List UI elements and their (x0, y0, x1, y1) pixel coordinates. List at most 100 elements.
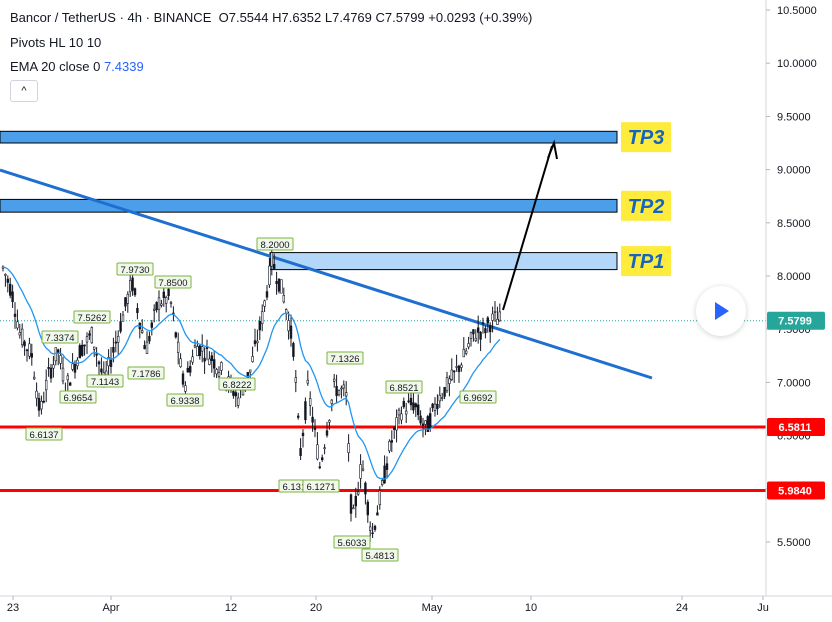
support-price-tag-bg (767, 481, 825, 500)
candle-body (203, 357, 206, 362)
candle-body (354, 496, 357, 507)
candle-body (409, 397, 413, 406)
ema-line[interactable] (2, 266, 501, 480)
candle-body (296, 415, 300, 418)
candle-body (150, 322, 153, 328)
trendline-layer (0, 168, 653, 380)
candle-body (258, 320, 261, 331)
candle-body (107, 356, 110, 367)
candle-body (16, 321, 19, 329)
candle-body (472, 329, 475, 335)
price-axis-bg (766, 0, 832, 622)
candle-body (121, 314, 125, 322)
candle-body (496, 318, 499, 325)
symbol-name[interactable]: Bancor / TetherUS (10, 10, 116, 25)
support-price-tag: 5.9840 (778, 486, 812, 498)
candle-body (294, 377, 297, 383)
candle-body (40, 401, 43, 410)
candle-body (136, 307, 139, 314)
arrow-head-icon (547, 139, 558, 160)
candle-body (191, 356, 194, 363)
descending-trendline[interactable] (0, 168, 653, 380)
pivots-indicator-label[interactable]: Pivots HL 10 10 (10, 35, 101, 50)
candle-body (335, 386, 338, 396)
replay-button[interactable] (696, 286, 746, 336)
candle-body (32, 376, 36, 380)
candle-body (71, 363, 74, 370)
candle-body (388, 441, 391, 452)
symbol-header: Bancor / TetherUS · 4h · BINANCE O7.5544… (10, 10, 533, 25)
candle-body (464, 350, 468, 354)
target-band-tp3[interactable] (0, 130, 618, 144)
candle-body (479, 332, 482, 340)
target-band-tp2[interactable] (0, 198, 618, 213)
current-price-tag: 7.5799 (778, 316, 812, 328)
pivot-label: 7.1143 (91, 377, 119, 388)
candle-body (332, 378, 336, 382)
candle-body (42, 400, 46, 403)
candle-body (155, 302, 158, 311)
candle-body (452, 370, 456, 373)
target-label-bg (621, 122, 671, 153)
time-tick-label: 24 (676, 602, 688, 614)
candle-body (131, 277, 134, 291)
candle-body (186, 367, 189, 373)
candle-body (424, 420, 427, 425)
candle-body (412, 402, 415, 411)
candle-body (160, 303, 163, 306)
pivot-label: 6.1316 (282, 482, 311, 493)
target-label: TP1 (628, 251, 665, 273)
candle-body (112, 347, 115, 353)
candle-body (179, 358, 182, 368)
candle-body (234, 392, 237, 397)
pivot-label-box (218, 377, 256, 391)
time-tick-label: 12 (225, 602, 237, 614)
target-label-bg (621, 246, 671, 277)
candle-body (400, 413, 403, 421)
interval[interactable]: 4h (127, 10, 143, 25)
candle-body (201, 346, 204, 352)
price-tick-label: 9.5000 (777, 111, 811, 123)
candle-body (443, 386, 446, 397)
candle-body (100, 368, 103, 373)
candle-body (316, 444, 319, 460)
ohlc-high: H7.6352 (272, 10, 322, 25)
price-tick-label: 10.0000 (777, 58, 817, 70)
pivot-label: 7.9730 (120, 265, 149, 276)
candle-body (133, 288, 137, 296)
candle-body (364, 482, 367, 495)
pivot-label: 6.9654 (63, 393, 92, 404)
candle-body (277, 278, 281, 292)
candle-body (376, 512, 379, 516)
candle-body (268, 265, 271, 286)
time-tick-label: 20 (310, 602, 322, 614)
candle-body (208, 358, 211, 365)
candle-body (198, 345, 201, 357)
candle-body (460, 364, 463, 368)
projection-arrow-line[interactable] (502, 145, 553, 311)
candle-body (54, 347, 58, 362)
candle-body (448, 378, 451, 384)
pivot-label-box (116, 262, 154, 276)
target-band-tp1[interactable] (269, 252, 618, 271)
candle-body (23, 341, 26, 347)
candle-body (311, 416, 314, 423)
candle-body (275, 281, 278, 284)
candle-body (220, 362, 223, 371)
ema-indicator-label[interactable]: EMA 20 close 0 7.4339 (10, 59, 144, 74)
candle-body (373, 525, 377, 530)
collapse-indicators-button[interactable]: ^ (10, 80, 38, 102)
time-tick-label: 23 (7, 602, 19, 614)
candle-body (340, 387, 343, 390)
candle-body (97, 361, 101, 365)
candle-body (157, 297, 161, 310)
candle-body (145, 341, 149, 354)
candle-body (124, 297, 127, 307)
candle-body (56, 349, 60, 353)
candle-body (114, 341, 118, 344)
candle-body (119, 321, 122, 332)
candle-body (189, 366, 192, 373)
